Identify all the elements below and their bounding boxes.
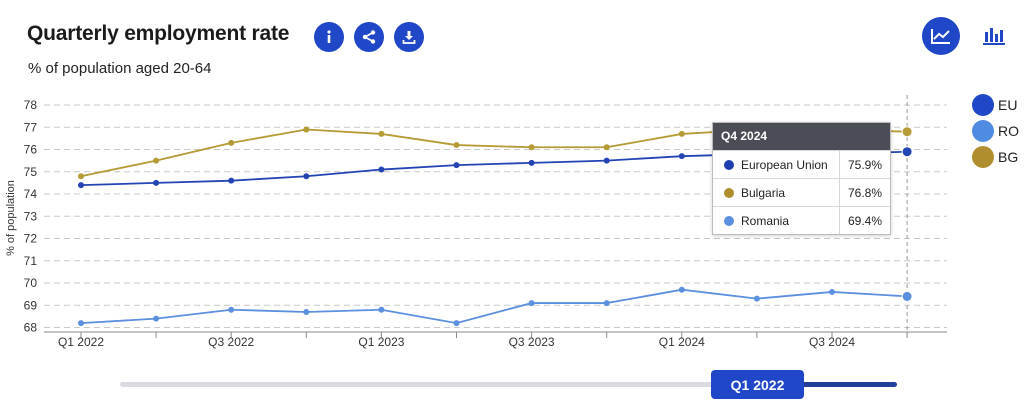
data-point-ro (603, 300, 610, 307)
y-tick-label: 70 (24, 276, 38, 290)
y-tick-label: 73 (24, 209, 38, 223)
data-point-eu (78, 182, 84, 189)
x-tick-label: Q3 2024 (809, 335, 855, 349)
page-title: Quarterly employment rate (27, 22, 290, 45)
data-point-ro (453, 320, 460, 327)
tooltip-dot-eu (724, 159, 734, 170)
data-point-eu (453, 162, 460, 169)
data-point-bg (603, 144, 610, 151)
tooltip-series-name: Bulgaria (741, 185, 786, 200)
y-tick-label: 68 (24, 321, 38, 335)
legend-item-eu[interactable]: EU (972, 94, 1019, 116)
data-point-eu (901, 146, 913, 158)
share-button[interactable] (354, 22, 384, 52)
y-axis-title: % of population (5, 180, 17, 256)
data-point-ro (528, 300, 535, 307)
chart-legend: EU RO BG (972, 94, 1019, 172)
info-icon (327, 30, 331, 43)
data-point-bg (901, 126, 913, 138)
data-point-eu (603, 157, 610, 164)
y-tick-label: 75 (24, 165, 38, 179)
time-slider-handle[interactable]: Q1 2022 (711, 370, 804, 399)
x-tick-label: Q1 2022 (58, 335, 104, 349)
info-button[interactable] (314, 22, 344, 52)
x-tick-label: Q1 2023 (358, 335, 404, 349)
download-icon (402, 31, 416, 44)
data-point-eu (678, 153, 685, 160)
share-icon (362, 30, 376, 44)
data-point-bg (153, 157, 160, 164)
legend-item-ro[interactable]: RO (972, 120, 1019, 142)
legend-swatch-bg (972, 146, 994, 168)
data-point-eu (303, 173, 310, 180)
legend-label-ro: RO (998, 123, 1019, 139)
data-point-eu (528, 159, 535, 166)
data-point-eu (228, 177, 235, 184)
time-slider-track[interactable] (120, 382, 897, 387)
legend-label-eu: EU (998, 97, 1018, 113)
download-button[interactable] (394, 22, 424, 52)
legend-swatch-eu (972, 94, 994, 116)
tooltip-dot-ro (724, 215, 734, 226)
tooltip-dot-bg (724, 187, 734, 198)
data-point-bg (378, 130, 385, 137)
legend-label-bg: BG (998, 149, 1019, 165)
data-point-bg (528, 144, 535, 151)
page-subtitle: % of population aged 20-64 (28, 60, 212, 77)
y-tick-label: 74 (24, 187, 38, 201)
y-tick-label: 76 (24, 143, 38, 157)
x-tick-label: Q3 2023 (509, 335, 555, 349)
tooltip-series-value: 75.9% (847, 157, 883, 172)
data-point-bg (678, 130, 685, 137)
bar-chart-view-button[interactable] (976, 17, 1012, 55)
data-point-ro (753, 295, 760, 302)
data-point-ro (678, 286, 685, 293)
y-tick-label: 72 (24, 232, 38, 246)
data-point-bg (78, 173, 84, 180)
series-line-ro (80, 288, 908, 325)
tooltip-series-value: 69.4% (847, 213, 883, 228)
bar-chart-icon (983, 28, 1005, 45)
y-tick-label: 77 (24, 120, 38, 134)
data-point-eu (153, 179, 160, 186)
data-point-ro (378, 306, 385, 313)
data-point-ro (303, 308, 310, 315)
tooltip-row-bg: Bulgaria 76.8% (713, 178, 890, 206)
y-tick-label: 71 (24, 254, 38, 268)
tooltip-series-name: European Union (741, 157, 828, 172)
time-slider-fill (790, 382, 897, 387)
tooltip-series-name: Romania (741, 213, 790, 228)
data-point-ro (829, 288, 835, 295)
line-chart-view-button[interactable] (922, 17, 960, 55)
x-tick-label: Q3 2022 (208, 335, 254, 349)
data-point-ro (153, 315, 160, 322)
tooltip-row-eu: European Union 75.9% (713, 150, 890, 178)
data-point-ro (228, 306, 235, 313)
chart-tooltip: Q4 2024 European Union 75.9% Bulgaria 76… (712, 122, 891, 235)
x-tick-label: Q1 2024 (659, 335, 705, 349)
y-tick-label: 69 (24, 298, 38, 312)
data-point-ro (901, 290, 913, 302)
legend-item-bg[interactable]: BG (972, 146, 1019, 168)
data-point-bg (453, 142, 460, 149)
tooltip-title: Q4 2024 (713, 123, 890, 150)
tooltip-series-value: 76.8% (847, 185, 883, 200)
y-tick-label: 78 (24, 98, 38, 112)
data-point-ro (78, 320, 84, 327)
tooltip-row-ro: Romania 69.4% (713, 206, 890, 234)
data-point-eu (378, 166, 385, 173)
data-point-bg (228, 139, 235, 146)
line-chart-icon (931, 29, 950, 44)
legend-swatch-ro (972, 120, 994, 142)
data-point-bg (303, 126, 310, 133)
